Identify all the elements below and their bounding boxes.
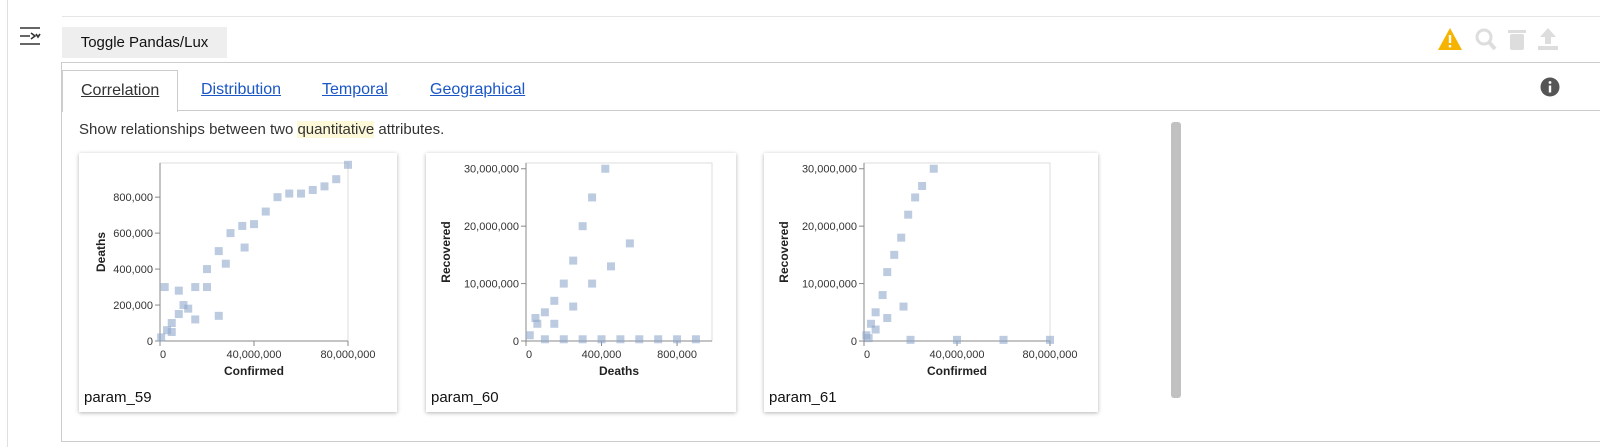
lux-widget: [61, 62, 1600, 442]
description-text: attributes.: [374, 121, 445, 138]
highlight: quantitative: [297, 121, 375, 138]
tab[interactable]: Correlation: [62, 70, 179, 112]
warning-icon[interactable]: [1438, 28, 1462, 50]
description: Show relationships between two quantitat…: [79, 121, 444, 138]
delete-icon[interactable]: [1508, 30, 1526, 50]
chart-name: param_61: [769, 389, 837, 406]
divider: [62, 16, 1600, 17]
collapse-icon[interactable]: [18, 25, 44, 47]
info-icon[interactable]: [1540, 77, 1560, 97]
chart-card[interactable]: param_61: [764, 153, 1098, 412]
toggle-button[interactable]: Toggle Pandas/Lux: [62, 27, 227, 58]
scrollbar[interactable]: [1171, 122, 1181, 398]
chart-card[interactable]: param_59: [79, 153, 397, 412]
tab[interactable]: Distribution: [201, 81, 282, 98]
gutter-line: [7, 0, 8, 447]
export-icon[interactable]: [1538, 28, 1558, 50]
toolbar-icons: [1438, 28, 1558, 51]
chart-card[interactable]: param_60: [426, 153, 736, 412]
search-icon[interactable]: [1475, 28, 1497, 51]
chart-name: param_60: [431, 389, 499, 406]
tab[interactable]: Temporal: [322, 81, 388, 98]
tab-divider: [62, 110, 1600, 111]
chart-name: param_59: [84, 389, 152, 406]
tab[interactable]: Geographical: [430, 81, 526, 98]
description-text: Show relationships between two: [79, 121, 298, 138]
